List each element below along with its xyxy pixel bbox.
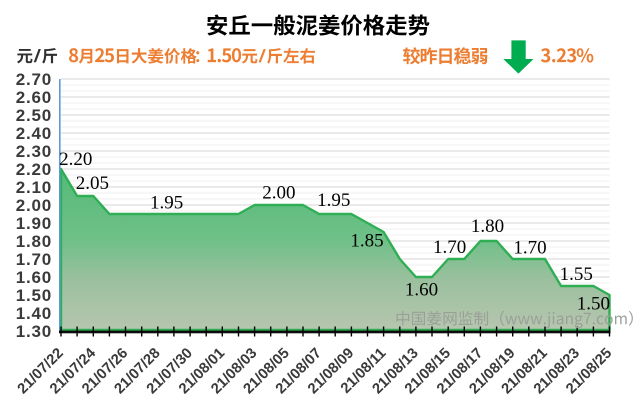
svg-text:2.20: 2.20 xyxy=(16,160,52,179)
svg-text:1.85: 1.85 xyxy=(350,231,383,252)
svg-text:2.00: 2.00 xyxy=(262,183,295,204)
svg-text:1.90: 1.90 xyxy=(16,214,52,233)
svg-text:1.55: 1.55 xyxy=(560,264,593,285)
svg-text:2.30: 2.30 xyxy=(16,142,52,161)
svg-text:2.10: 2.10 xyxy=(16,178,52,197)
svg-text:2.20: 2.20 xyxy=(59,149,92,170)
svg-text:2.05: 2.05 xyxy=(76,173,109,194)
svg-text:2.60: 2.60 xyxy=(16,88,52,107)
svg-text:1.95: 1.95 xyxy=(317,190,350,211)
svg-text:2.50: 2.50 xyxy=(16,106,52,125)
svg-text:1.80: 1.80 xyxy=(471,216,504,237)
svg-text:1.70: 1.70 xyxy=(513,237,546,258)
svg-text:1.60: 1.60 xyxy=(405,280,438,301)
svg-text:1.95: 1.95 xyxy=(150,193,183,214)
svg-text:2.70: 2.70 xyxy=(16,70,52,89)
svg-text:1.70: 1.70 xyxy=(16,250,52,269)
svg-text:1.40: 1.40 xyxy=(16,304,52,323)
svg-text:1.30: 1.30 xyxy=(16,322,52,341)
svg-text:1.50: 1.50 xyxy=(577,293,610,314)
svg-text:2.00: 2.00 xyxy=(16,196,52,215)
svg-text:1.80: 1.80 xyxy=(16,232,52,251)
svg-text:1.60: 1.60 xyxy=(16,268,52,287)
svg-text:1.70: 1.70 xyxy=(433,237,466,258)
svg-text:1.50: 1.50 xyxy=(16,286,52,305)
svg-text:2.40: 2.40 xyxy=(16,124,52,143)
